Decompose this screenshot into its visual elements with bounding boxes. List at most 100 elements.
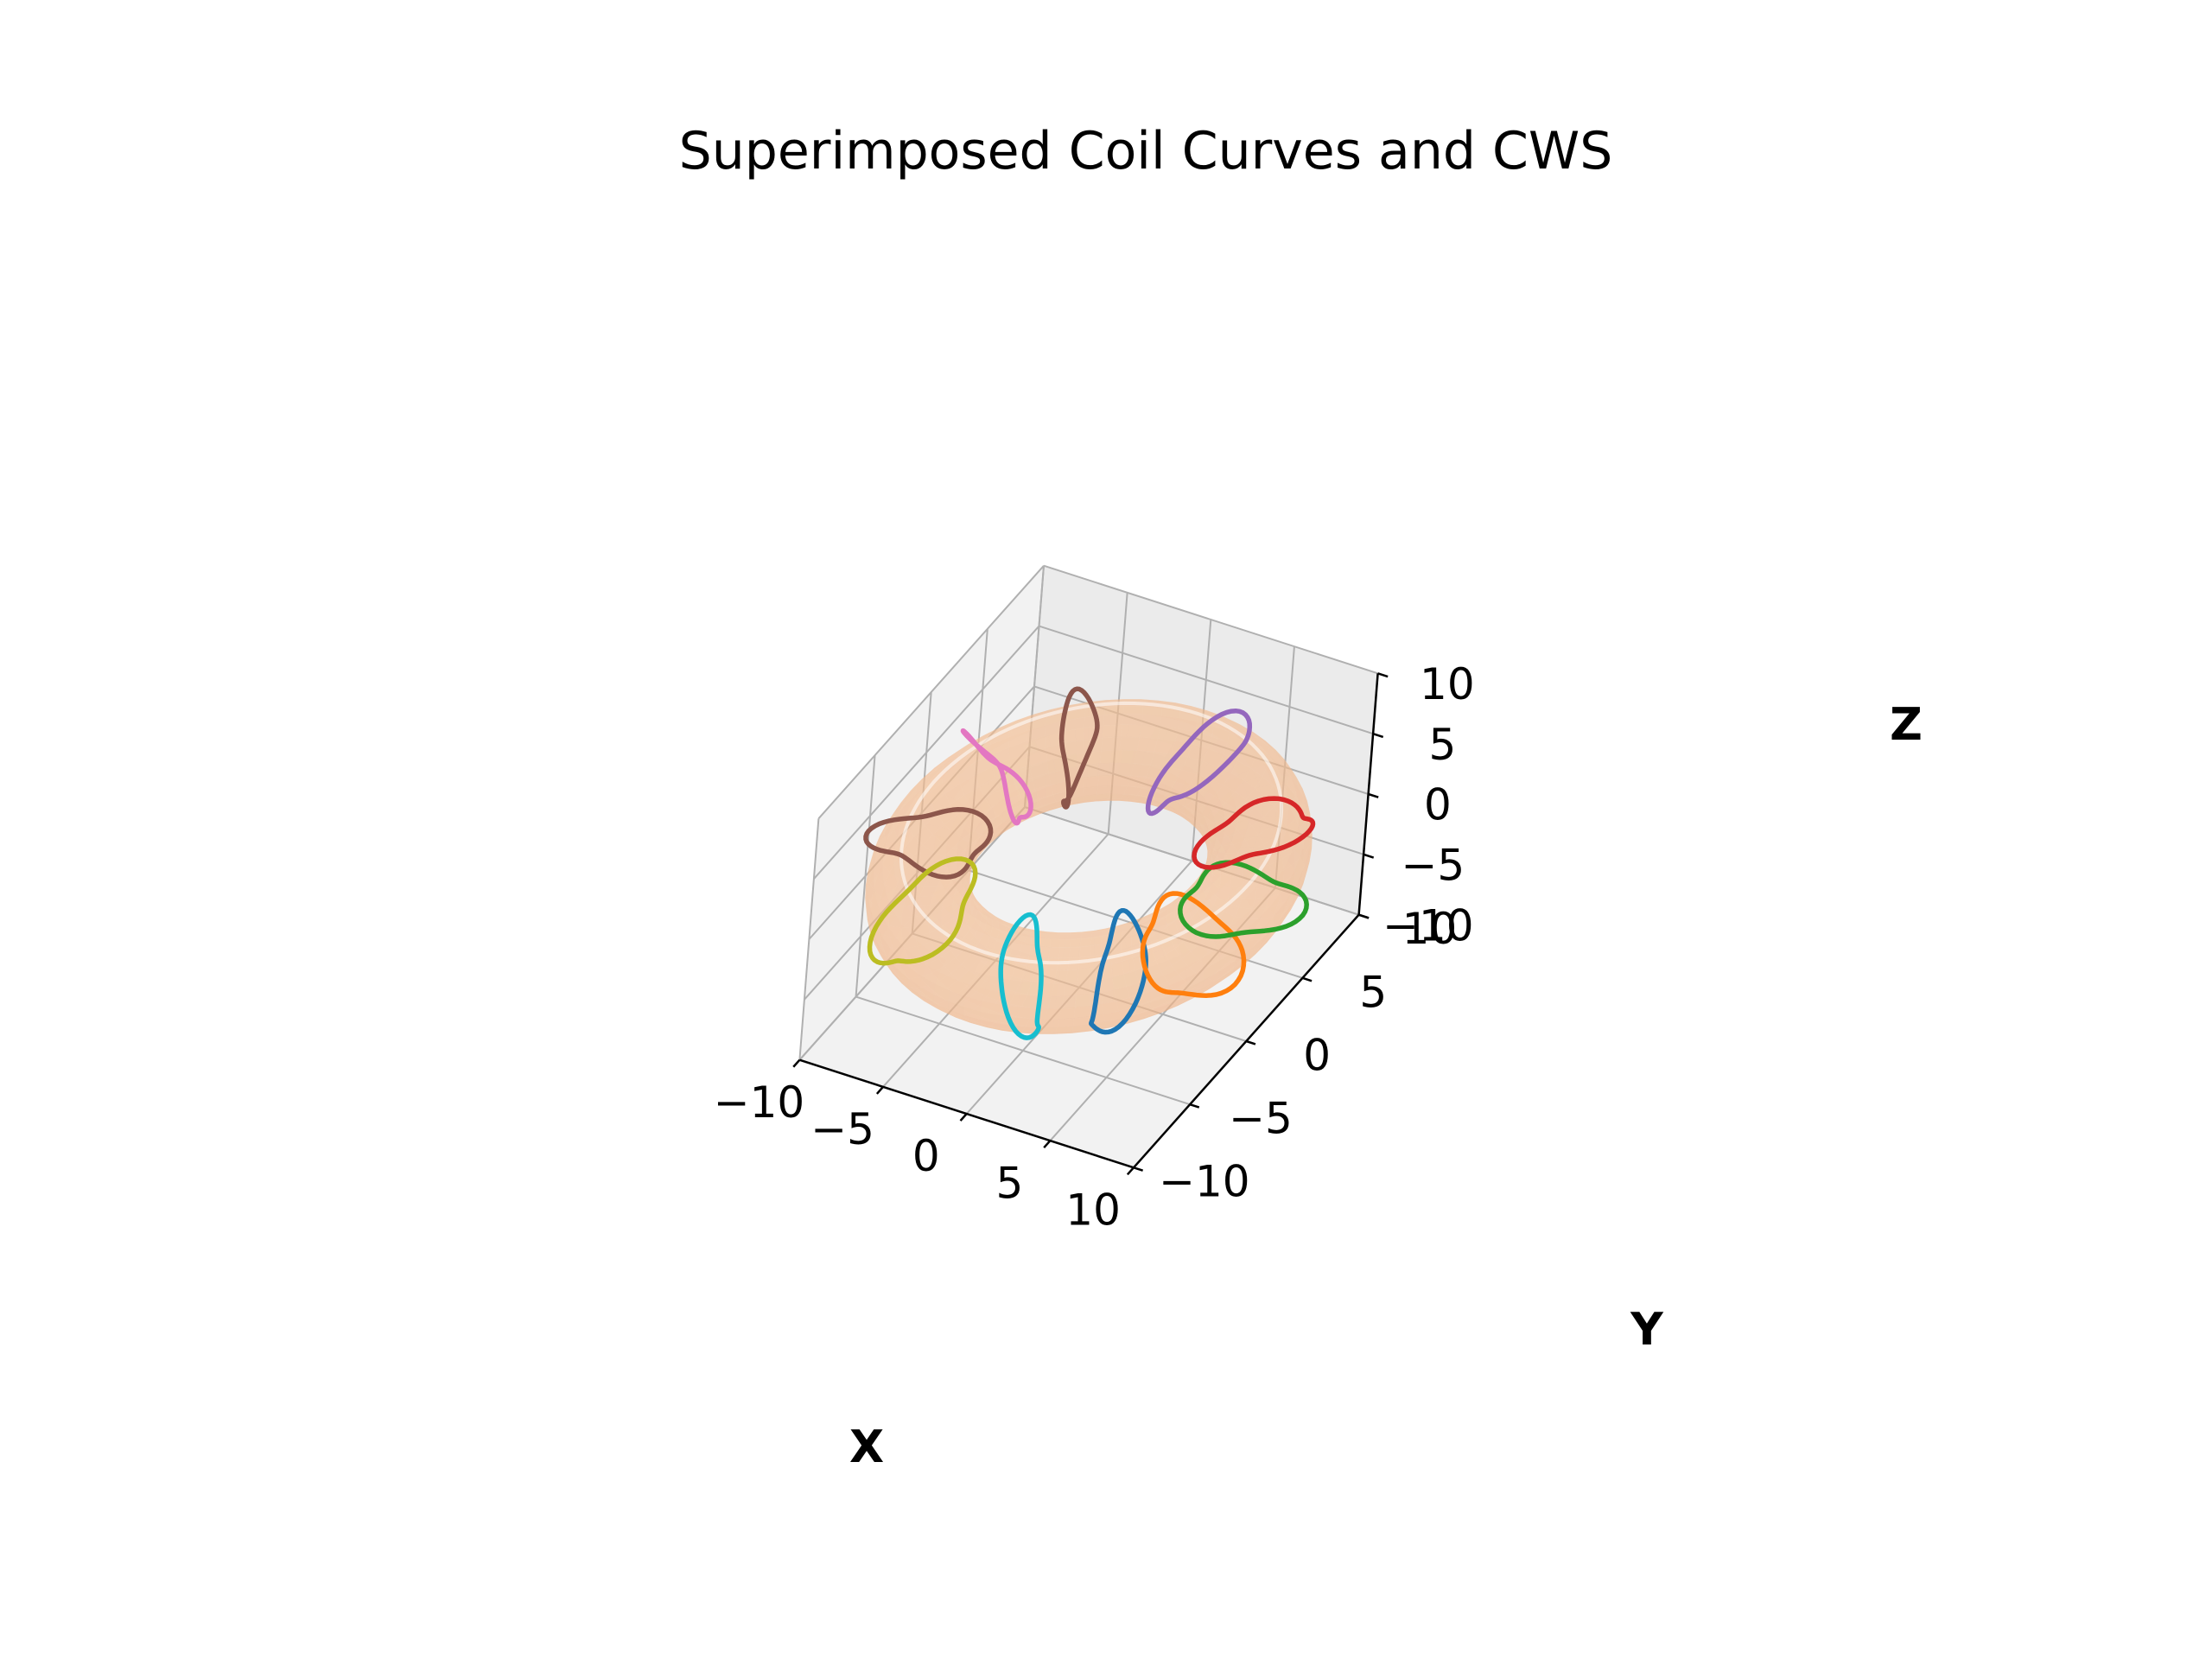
grid-line-z-left (808, 685, 1035, 940)
surface-patch (877, 893, 891, 916)
surface-patch (900, 793, 918, 810)
surface-patch (902, 937, 918, 949)
surface-patch (899, 977, 918, 988)
surface-patch (1110, 938, 1122, 953)
surface-patch (1094, 934, 1110, 945)
surface-patch (1195, 825, 1211, 832)
surface-patch (1085, 785, 1097, 796)
surface-patch (1120, 749, 1135, 764)
surface-patch (1015, 714, 1037, 721)
surface-patch (885, 829, 899, 852)
surface-highlight (899, 701, 1284, 965)
surface-patch (924, 1001, 943, 1012)
surface-patch (1186, 975, 1208, 988)
surface-patch (901, 926, 916, 938)
surface-patch (1255, 777, 1274, 798)
surface-patch (1273, 899, 1289, 917)
surface-patch (868, 858, 874, 881)
y-tick-label: −5 (1229, 1094, 1293, 1144)
surface-patch (1179, 968, 1198, 983)
surface-patch (1114, 986, 1130, 1001)
surface-patch (1178, 995, 1199, 1006)
surface-patch (1202, 896, 1214, 913)
surface-patch (1204, 960, 1221, 981)
surface-patch (1277, 755, 1293, 771)
surface-patch (1057, 1018, 1074, 1028)
surface-patch (1041, 1019, 1059, 1028)
surface-patch (1139, 725, 1160, 739)
surface-patch (1208, 736, 1228, 754)
surface-patch (1133, 706, 1152, 715)
surface-patch (930, 893, 946, 906)
surface-patch (953, 823, 974, 839)
surface-patch (1072, 800, 1085, 805)
surface-patch (908, 986, 925, 1001)
surface-patch (1292, 770, 1303, 789)
surface-patch (1071, 708, 1089, 719)
surface-patch (1065, 753, 1084, 770)
surface-patch (1015, 979, 1033, 995)
surface-patch (957, 923, 970, 941)
surface-patch (928, 782, 945, 804)
surface-patch (1123, 1018, 1145, 1024)
surface-patch (1145, 960, 1161, 977)
surface-patch (890, 937, 905, 959)
surface-patch (944, 784, 964, 805)
surface-patch (919, 976, 936, 995)
surface-patch (1147, 803, 1162, 809)
surface-patch (1195, 817, 1201, 833)
surface-patch (1112, 925, 1125, 934)
surface-patch (1116, 750, 1137, 764)
surface-patch (931, 934, 947, 950)
surface-patch (1083, 786, 1098, 797)
surface-patch (938, 896, 957, 909)
surface-patch (907, 968, 923, 987)
surface-patch (1262, 805, 1276, 817)
surface-patch (998, 922, 1007, 935)
surface-patch (1306, 800, 1312, 823)
surface-patch (1253, 836, 1271, 850)
surface-patch (1227, 894, 1242, 907)
surface-patch (1209, 881, 1220, 898)
surface-patch (1127, 775, 1139, 788)
surface-patch (948, 990, 966, 1007)
surface-patch (1040, 937, 1051, 947)
surface-patch (958, 875, 969, 888)
surface-patch (989, 831, 1005, 842)
surface-patch (1010, 746, 1028, 762)
surface-patch (1278, 765, 1290, 785)
surface-patch (1155, 716, 1175, 730)
surface-patch (1238, 898, 1255, 909)
surface-patch (1045, 794, 1057, 806)
surface-patch (1042, 760, 1056, 776)
surface-patch (950, 979, 969, 997)
surface-patch (969, 958, 986, 976)
surface-patch (1212, 837, 1224, 854)
surface-patch (1138, 765, 1152, 779)
surface-patch (1235, 907, 1252, 919)
surface-patch (1187, 744, 1209, 762)
surface-patch (1126, 724, 1143, 738)
surface-patch (1134, 737, 1151, 753)
surface-patch (927, 764, 944, 784)
surface-patch (962, 953, 979, 970)
surface-patch (941, 895, 955, 910)
chart-title: Superimposed Coil Curves and CWS (679, 121, 1613, 181)
surface-patch (995, 812, 1003, 829)
surface-patch (972, 903, 978, 920)
surface-patch (980, 1001, 1000, 1015)
surface-patch (1116, 714, 1134, 725)
surface-patch (1123, 699, 1143, 702)
surface-patch (1182, 736, 1201, 753)
surface-patch (1109, 794, 1124, 799)
surface-patch (1008, 730, 1027, 748)
surface-patch (1233, 899, 1253, 919)
surface-patch (990, 743, 1011, 759)
surface-patch (880, 821, 894, 841)
surface-patch (1206, 842, 1209, 860)
surface-patch (882, 926, 896, 949)
surface-patch (1032, 772, 1051, 790)
surface-patch (1141, 1012, 1162, 1020)
surface-patch (1203, 748, 1224, 767)
